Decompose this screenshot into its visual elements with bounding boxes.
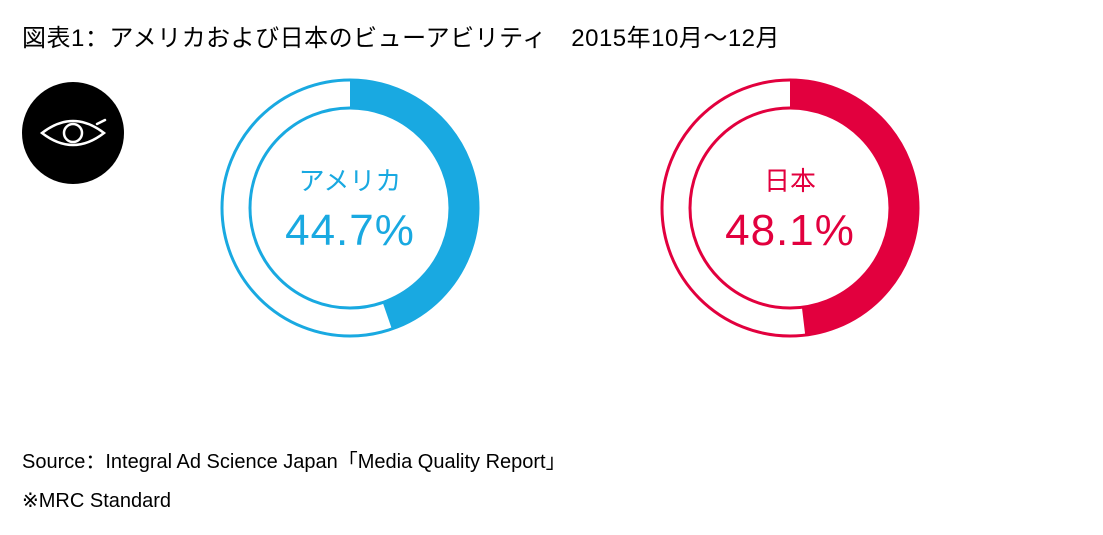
donut-value-japan: 48.1% — [725, 206, 855, 256]
donut-center-japan: 日本 48.1% — [660, 78, 920, 338]
donut-center-usa: アメリカ 44.7% — [220, 78, 480, 338]
eye-icon — [38, 113, 108, 153]
donut-japan: 日本 48.1% — [660, 78, 920, 338]
source-text: Source：Integral Ad Science Japan「Media Q… — [22, 445, 566, 479]
donut-label-japan: 日本 — [764, 161, 816, 198]
donut-usa: アメリカ 44.7% — [220, 78, 480, 338]
donut-label-usa: アメリカ — [299, 161, 402, 198]
note-text: ※MRC Standard — [22, 488, 171, 513]
eye-icon-badge — [22, 82, 124, 184]
chart-title: 図表1：アメリカおよび日本のビューアビリティ 2015年10月〜12月 — [22, 18, 1081, 53]
donut-value-usa: 44.7% — [285, 206, 415, 256]
